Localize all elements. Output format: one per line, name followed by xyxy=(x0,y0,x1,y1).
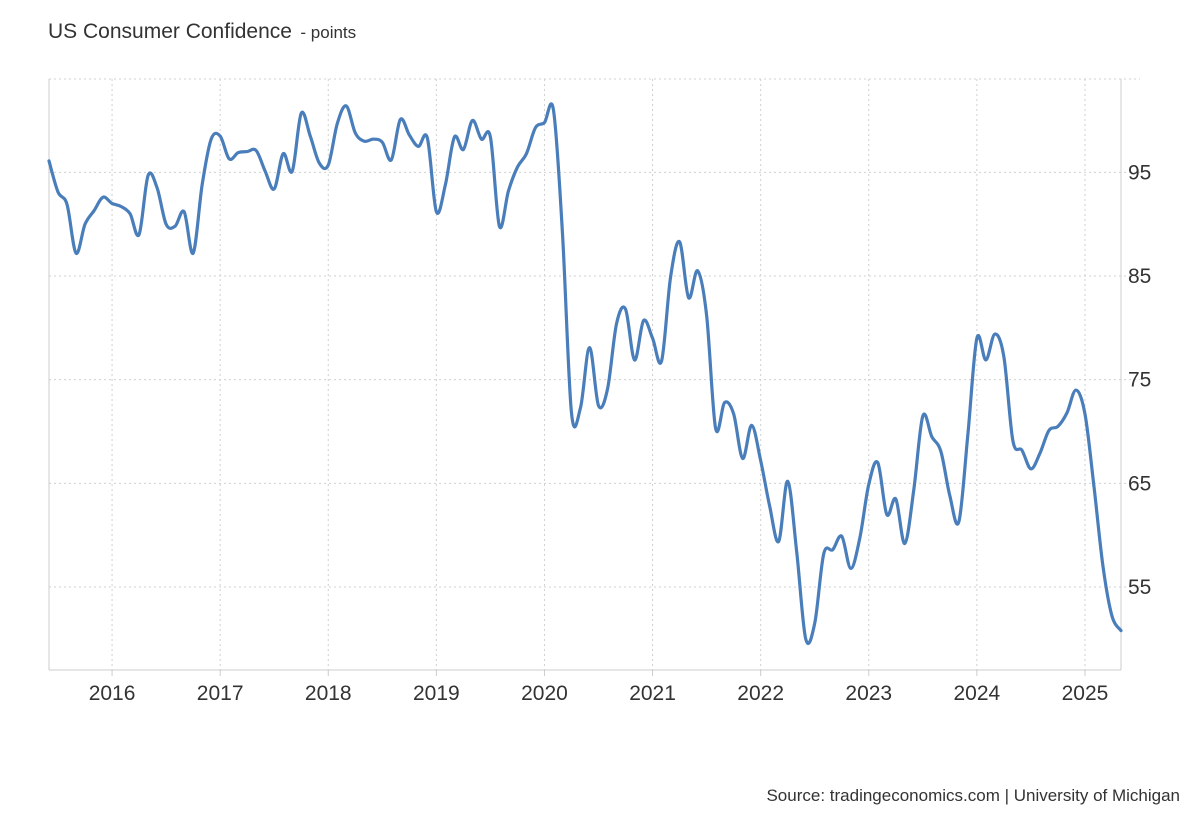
y-tick-label: 55 xyxy=(1128,576,1151,599)
y-tick-label: 95 xyxy=(1128,161,1151,184)
grid-lines xyxy=(49,78,1140,670)
y-tick-labels: 95 85 75 65 55 xyxy=(1128,161,1151,599)
x-tick-label: 2021 xyxy=(629,682,676,705)
x-tick-label: 2025 xyxy=(1062,682,1109,705)
x-tick-label: 2023 xyxy=(845,682,892,705)
y-tick-label: 65 xyxy=(1128,472,1151,495)
y-tick-label: 85 xyxy=(1128,265,1151,288)
x-tick-label: 2017 xyxy=(197,682,244,705)
x-tick-label: 2018 xyxy=(305,682,352,705)
x-tick-labels: 2016 2017 2018 2019 2020 2021 2022 2023 2024 2025 xyxy=(89,682,1109,705)
chart-title: US Consumer Confidence xyxy=(48,20,292,43)
y-tick-label: 75 xyxy=(1128,369,1151,392)
x-tick-label: 2022 xyxy=(737,682,784,705)
chart-subtitle: - points xyxy=(300,23,357,42)
chart-title-row: US Consumer Confidence - points xyxy=(48,20,356,44)
source-note: Source: tradingeconomics.com | Universit… xyxy=(766,786,1180,805)
chart-axes xyxy=(48,79,1122,676)
x-tick-label: 2019 xyxy=(413,682,460,705)
x-tick-label: 2024 xyxy=(954,682,1001,705)
series-line-0 xyxy=(47,102,1123,646)
x-tick-label: 2016 xyxy=(89,682,136,705)
series-group xyxy=(47,102,1123,646)
x-tick-label: 2020 xyxy=(521,682,568,705)
